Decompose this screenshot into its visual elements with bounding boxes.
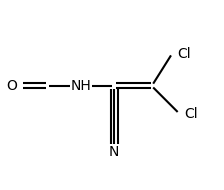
Text: O: O bbox=[6, 79, 17, 93]
Text: Cl: Cl bbox=[178, 47, 191, 60]
Text: NH: NH bbox=[71, 79, 91, 93]
Text: Cl: Cl bbox=[184, 107, 198, 121]
Text: N: N bbox=[109, 145, 119, 159]
